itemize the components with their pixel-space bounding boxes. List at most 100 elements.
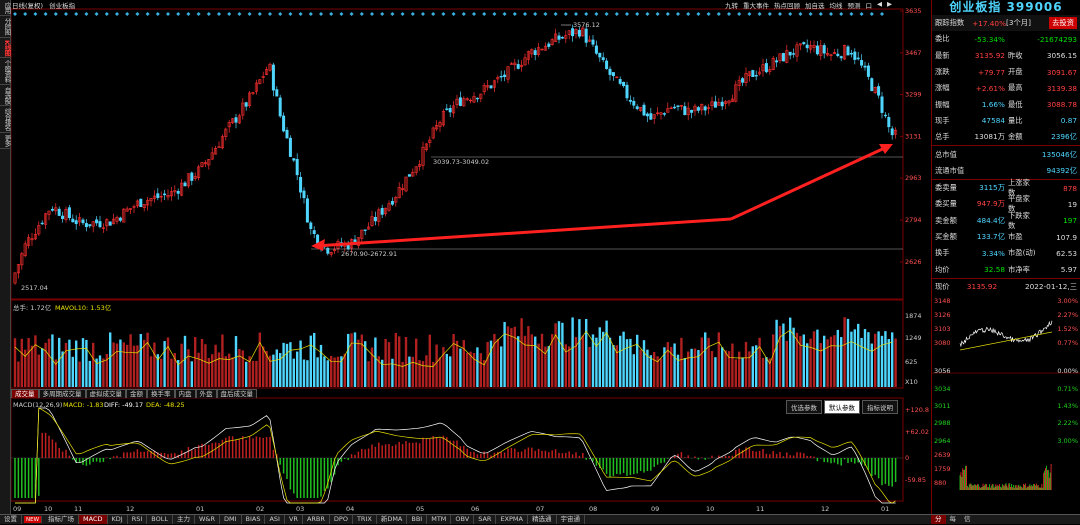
- event-marker[interactable]: [818, 12, 823, 16]
- indicator-tab-22[interactable]: 精选通: [528, 515, 557, 524]
- event-marker[interactable]: [625, 12, 629, 16]
- event-marker[interactable]: [227, 12, 232, 16]
- event-marker[interactable]: [451, 12, 456, 16]
- event-marker[interactable]: [298, 12, 303, 16]
- invest-button[interactable]: 去投资: [1049, 17, 1077, 30]
- top-menu-item-8[interactable]: ▶: [887, 0, 892, 8]
- event-marker[interactable]: [461, 12, 466, 16]
- event-marker[interactable]: [594, 12, 599, 16]
- volume-tab-0[interactable]: 成交量: [11, 389, 39, 398]
- left-tab-6[interactable]: 更多: [0, 133, 11, 150]
- indicator-tab-2[interactable]: 指标广场: [44, 515, 80, 524]
- event-marker[interactable]: [574, 12, 578, 16]
- event-marker[interactable]: [349, 12, 354, 16]
- event-marker[interactable]: [319, 12, 323, 16]
- event-marker[interactable]: [737, 12, 742, 16]
- event-marker[interactable]: [523, 12, 527, 16]
- indicator-tab-9[interactable]: DMI: [220, 515, 242, 524]
- indicator-tab-15[interactable]: TRIX: [353, 515, 377, 524]
- event-marker[interactable]: [696, 12, 701, 16]
- event-marker[interactable]: [400, 12, 405, 16]
- event-marker[interactable]: [84, 12, 89, 16]
- event-marker[interactable]: [757, 12, 762, 16]
- left-tab-0[interactable]: 应用: [0, 0, 11, 16]
- event-marker[interactable]: [135, 12, 140, 16]
- event-marker[interactable]: [166, 12, 170, 16]
- event-marker[interactable]: [380, 12, 385, 16]
- event-marker[interactable]: [257, 12, 262, 16]
- indicator-tab-6[interactable]: BOLL: [147, 515, 173, 524]
- event-marker[interactable]: [155, 12, 160, 16]
- event-marker[interactable]: [206, 12, 211, 16]
- event-marker[interactable]: [196, 12, 201, 16]
- event-marker[interactable]: [115, 12, 119, 16]
- event-marker[interactable]: [829, 12, 833, 16]
- event-marker[interactable]: [482, 12, 487, 16]
- volume-tab-7[interactable]: 盘后成交量: [216, 389, 257, 398]
- indicator-tab-20[interactable]: SAR: [474, 515, 497, 524]
- volume-tab-1[interactable]: 多周期成交量: [38, 389, 86, 398]
- event-marker[interactable]: [145, 12, 150, 16]
- macd-button-1[interactable]: 默认参数: [824, 400, 860, 414]
- indicator-tab-21[interactable]: EXPMA: [496, 515, 528, 524]
- indicator-tab-16[interactable]: 新DMA: [377, 515, 408, 524]
- event-marker[interactable]: [767, 12, 772, 16]
- event-marker[interactable]: [614, 12, 619, 16]
- event-marker[interactable]: [849, 12, 854, 16]
- indicator-tab-8[interactable]: W&R: [195, 515, 220, 524]
- event-marker[interactable]: [410, 12, 415, 16]
- tracking-period[interactable]: [3个月]: [1006, 18, 1031, 28]
- top-menu-item-4[interactable]: 均线: [829, 2, 843, 10]
- event-marker[interactable]: [747, 12, 752, 16]
- event-marker[interactable]: [390, 12, 395, 16]
- event-marker[interactable]: [727, 12, 731, 16]
- indicator-tab-11[interactable]: ASI: [265, 515, 285, 524]
- event-marker[interactable]: [74, 12, 79, 16]
- indicator-tab-13[interactable]: ARBR: [303, 515, 330, 524]
- event-marker[interactable]: [186, 12, 191, 16]
- indicator-tab-5[interactable]: RSI: [128, 515, 148, 524]
- indicator-tab-10[interactable]: BIAS: [242, 515, 266, 524]
- event-marker[interactable]: [104, 12, 109, 16]
- indicator-tab-1[interactable]: NEW: [24, 516, 43, 523]
- indicator-tab-19[interactable]: OBV: [451, 515, 475, 524]
- event-marker[interactable]: [859, 12, 864, 16]
- top-menu-item-0[interactable]: 九转: [725, 2, 738, 10]
- event-marker[interactable]: [676, 12, 680, 16]
- event-marker[interactable]: [869, 12, 874, 16]
- event-marker[interactable]: [278, 12, 283, 16]
- event-marker[interactable]: [421, 12, 425, 16]
- event-marker[interactable]: [553, 12, 558, 16]
- event-marker[interactable]: [53, 12, 58, 16]
- event-marker[interactable]: [94, 12, 99, 16]
- mini-tab-0[interactable]: 分: [931, 515, 946, 524]
- indicator-tab-18[interactable]: MTM: [427, 515, 452, 524]
- event-marker[interactable]: [268, 12, 272, 16]
- event-marker[interactable]: [339, 12, 344, 16]
- event-marker[interactable]: [33, 12, 38, 16]
- event-marker[interactable]: [604, 12, 609, 16]
- indicator-tab-4[interactable]: KDJ: [108, 515, 128, 524]
- left-tab-2[interactable]: K线图: [0, 38, 11, 58]
- indicator-tab-12[interactable]: VR: [285, 515, 303, 524]
- macd-button-0[interactable]: 优选参数: [786, 400, 822, 414]
- event-marker[interactable]: [533, 12, 538, 16]
- event-marker[interactable]: [247, 12, 252, 16]
- top-menu-item-2[interactable]: 热点回顾: [774, 2, 800, 10]
- event-marker[interactable]: [563, 12, 568, 16]
- event-marker[interactable]: [686, 12, 691, 16]
- event-marker[interactable]: [64, 12, 68, 16]
- event-marker[interactable]: [778, 12, 782, 16]
- event-marker[interactable]: [512, 12, 517, 16]
- event-marker[interactable]: [176, 12, 181, 16]
- indicator-tab-0[interactable]: 设置: [0, 515, 22, 524]
- indicator-tab-17[interactable]: BBI: [407, 515, 428, 524]
- event-marker[interactable]: [237, 12, 242, 16]
- indicator-tab-14[interactable]: DPO: [330, 515, 353, 524]
- mini-tab-1[interactable]: 每: [949, 515, 957, 523]
- event-marker[interactable]: [125, 12, 130, 16]
- indicator-tab-23[interactable]: 宇宙通: [557, 515, 585, 524]
- top-menu-item-3[interactable]: 加自选: [805, 2, 825, 10]
- event-marker[interactable]: [43, 12, 48, 16]
- volume-tab-4[interactable]: 换手率: [147, 389, 175, 398]
